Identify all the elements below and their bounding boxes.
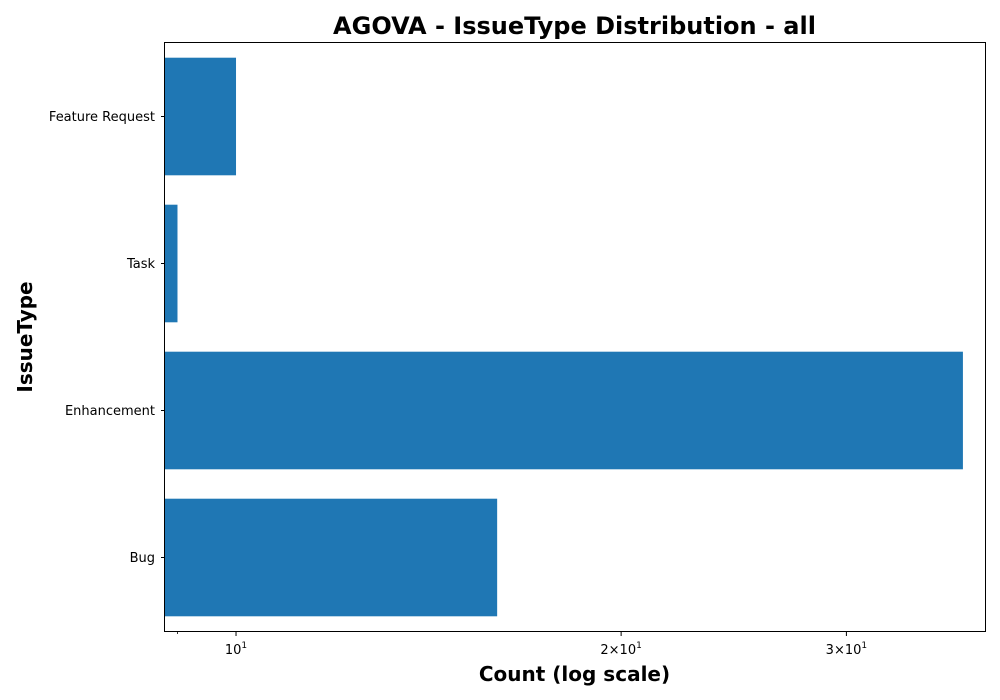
x-tick-label: 101 — [225, 641, 247, 658]
y-axis-ticks: Bug Enhancement Task Feature Request — [49, 110, 165, 566]
bar-task — [165, 204, 178, 323]
y-axis-label: IssueType — [13, 281, 37, 392]
bar-feature-request — [165, 57, 237, 176]
y-tick-label-enhancement: Enhancement — [65, 404, 155, 419]
x-tick-label: 2×101 — [600, 641, 641, 658]
chart-title: AGOVA - IssueType Distribution - all — [333, 12, 816, 40]
bar-enhancement — [165, 351, 963, 470]
y-tick-label-task: Task — [126, 257, 156, 272]
plot-frame — [164, 42, 986, 632]
bar-bug — [165, 498, 498, 617]
bars-group — [165, 57, 963, 617]
x-axis-label: Count (log scale) — [479, 662, 670, 686]
y-tick-label-feature-request: Feature Request — [49, 110, 155, 125]
x-axis-ticks: 101 2×101 3×101 — [177, 631, 867, 658]
x-tick-label: 3×101 — [826, 641, 867, 658]
y-tick-label-bug: Bug — [130, 551, 155, 566]
